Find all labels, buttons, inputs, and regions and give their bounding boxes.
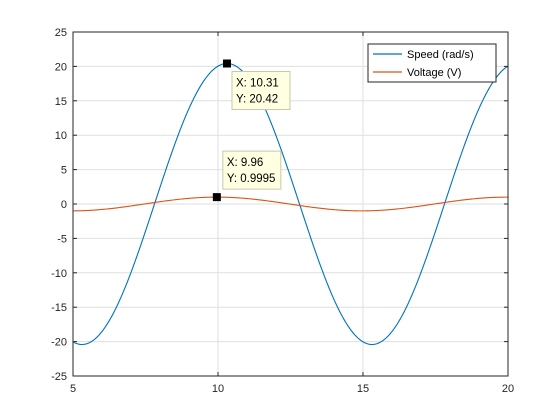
x-tick-label: 10 [212,383,224,395]
x-tick-label: 20 [502,383,514,395]
y-tick-label: 20 [55,61,67,73]
legend-box [367,43,497,83]
legend[interactable]: Speed (rad/s) Voltage (V) [367,43,497,83]
datatip-box [222,150,282,190]
y-tick-label: -25 [51,371,67,383]
series-line-1 [72,196,508,212]
datatip-x-text: X: 10.31 [236,78,279,90]
y-tick-label: -15 [51,302,67,314]
series-line-0 [72,62,509,346]
y-tick-label: 0 [61,199,67,211]
y-tick-label: 10 [55,130,67,142]
y-tick-label: 15 [55,96,67,108]
datatip-marker[interactable] [212,193,221,202]
y-tick-label: -20 [51,337,67,349]
x-tick-label: 15 [357,383,369,395]
y-tick-label: 5 [61,165,67,177]
datatip-marker[interactable] [222,59,231,68]
legend-entry: Voltage (V) [407,67,461,79]
datatip-y-text: Y: 20.42 [236,94,278,106]
legend-entry: Speed (rad/s) [407,49,474,61]
series-layer [72,62,509,346]
datatip-y-text: Y: 0.9995 [227,173,276,185]
datatip-x-text: X: 9.96 [227,157,263,169]
y-tick-label: -5 [57,233,67,245]
y-tick-label: -10 [51,268,67,280]
y-tick-label: 25 [55,27,67,39]
x-tick-label: 5 [70,383,76,395]
datatips: X: 10.31 Y: 20.42 X: 9.96 Y: 0.9995 [212,59,291,202]
datatip-box [231,71,291,111]
axis-ticks: 5 10 15 20 25 20 15 10 5 0 -5 -10 -15 -20 -25 [51,27,514,395]
